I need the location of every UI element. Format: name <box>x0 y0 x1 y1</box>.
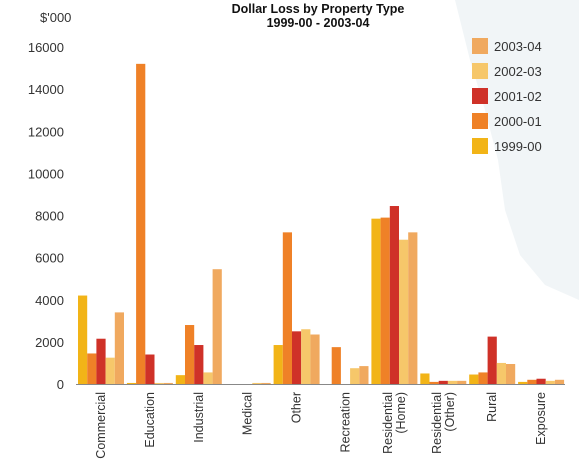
bar <box>457 380 467 384</box>
bar <box>310 334 320 384</box>
bar <box>438 380 448 384</box>
y-tick-label: 16000 <box>28 40 64 55</box>
bar <box>194 345 204 384</box>
x-category-label: (Other) <box>443 392 457 432</box>
x-category-label: Rural <box>485 392 499 422</box>
y-tick-label: 0 <box>57 377 64 392</box>
bar <box>506 363 516 384</box>
legend-label: 2000-01 <box>494 114 542 129</box>
y-tick-label: 4000 <box>35 293 64 308</box>
legend-swatch <box>472 138 488 154</box>
bar <box>96 338 106 384</box>
bar <box>78 295 88 384</box>
x-category-label: Industrial <box>192 392 206 443</box>
y-tick-label: 14000 <box>28 82 64 97</box>
chart-title: Dollar Loss by Property Type <box>232 2 405 16</box>
bar <box>527 379 537 384</box>
bar <box>87 353 97 384</box>
bar <box>487 336 497 384</box>
bar-series-group <box>78 63 565 384</box>
legend-label: 1999-00 <box>494 139 542 154</box>
legend: 2003-04 2002-03 2001-02 2000-01 1999-00 <box>472 38 542 154</box>
legend-swatch <box>472 88 488 104</box>
bar-series <box>78 218 528 384</box>
y-tick-label: 2000 <box>35 335 64 350</box>
bar <box>545 380 555 384</box>
bar <box>554 379 565 384</box>
bar <box>261 382 271 384</box>
x-category-label: Residential <box>381 392 395 454</box>
bar <box>282 232 292 384</box>
y-tick-label: 10000 <box>28 166 64 181</box>
bar <box>105 357 115 384</box>
bar <box>145 354 155 384</box>
legend-swatch <box>472 38 488 54</box>
bar <box>518 381 528 384</box>
bar <box>399 239 409 384</box>
bar <box>114 312 124 384</box>
bar <box>203 372 213 384</box>
bar <box>420 373 430 384</box>
bar <box>292 331 302 384</box>
bar <box>185 325 195 384</box>
x-category-label: Commercial <box>94 392 108 459</box>
bar <box>469 374 479 384</box>
bar <box>380 217 390 384</box>
bar-series <box>114 232 565 384</box>
y-tick-label: 12000 <box>28 124 64 139</box>
bar <box>212 269 222 384</box>
x-category-label: Other <box>290 392 304 423</box>
y-tick-label: 8000 <box>35 209 64 224</box>
bar <box>175 375 185 384</box>
bar <box>163 382 173 384</box>
bar <box>350 368 360 384</box>
bar <box>273 345 283 384</box>
legend-swatch <box>472 113 488 129</box>
legend-label: 2001-02 <box>494 89 542 104</box>
bar <box>371 218 381 384</box>
bar <box>389 206 399 384</box>
x-category-label: Recreation <box>339 392 353 452</box>
y-axis-unit-label: $'000 <box>40 10 71 25</box>
bar <box>154 382 164 384</box>
chart-subtitle: 1999-00 - 2003-04 <box>267 16 370 30</box>
x-category-label: Medical <box>241 392 255 435</box>
bar <box>331 347 341 384</box>
x-category-label: Exposure <box>534 392 548 445</box>
x-category-label: (Home) <box>394 392 408 434</box>
y-tick-label: 6000 <box>35 251 64 266</box>
bar <box>429 381 439 384</box>
bar-series <box>96 206 546 384</box>
bar <box>478 372 488 384</box>
bar-series <box>87 63 537 384</box>
legend-swatch <box>472 63 488 79</box>
legend-label: 2002-03 <box>494 64 542 79</box>
x-axis-category-labels: Commercial Education Industrial Medical Othe… <box>94 392 548 459</box>
bar <box>301 329 311 384</box>
bar <box>252 382 262 384</box>
bar <box>136 63 146 384</box>
bar <box>126 382 137 384</box>
bar <box>359 366 369 384</box>
y-axis-ticks: 0 2000 4000 6000 8000 10000 12000 14000 16000 <box>28 40 64 392</box>
bar <box>536 378 546 384</box>
bar <box>408 232 418 384</box>
bar <box>496 362 506 384</box>
legend-label: 2003-04 <box>494 39 542 54</box>
bar <box>447 380 458 384</box>
x-category-label: Education <box>143 392 157 448</box>
x-category-label: Residential <box>430 392 444 454</box>
bar-series <box>105 239 555 384</box>
